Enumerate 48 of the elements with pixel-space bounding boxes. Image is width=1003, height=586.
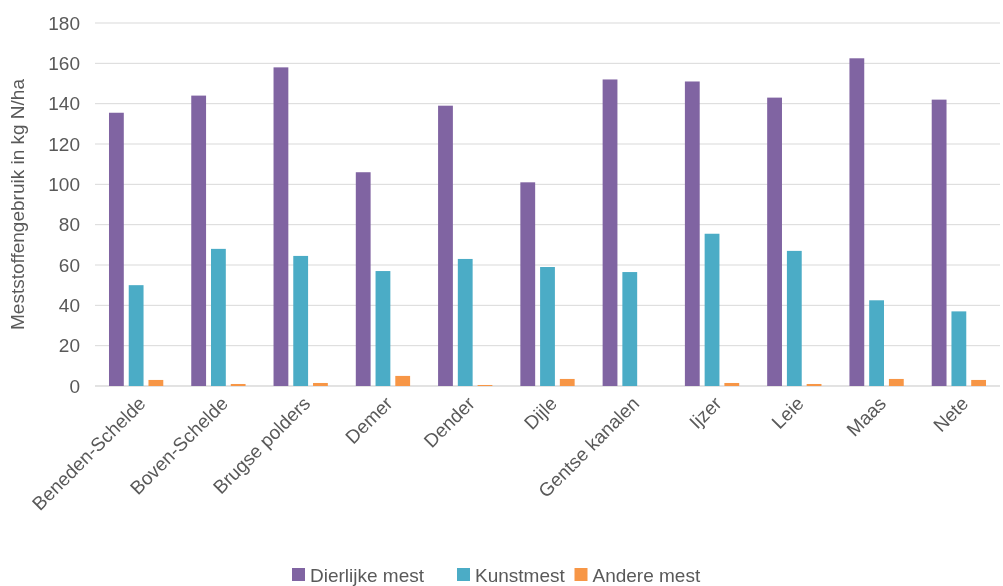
bar: [211, 248, 226, 386]
bar: [540, 267, 555, 386]
y-tick-label: 120: [48, 133, 80, 155]
legend-label: Kunstmest: [475, 564, 566, 586]
bar: [148, 379, 164, 386]
bar: [230, 383, 246, 386]
x-tick-label: Dijle: [520, 392, 562, 434]
bar: [128, 285, 144, 386]
bar: [806, 383, 822, 386]
x-tick-label: Leie: [767, 392, 808, 433]
y-tick-label: 20: [58, 335, 80, 357]
bar: [520, 182, 536, 386]
bar: [786, 250, 802, 386]
bar: [951, 311, 967, 386]
legend-label: Andere mest: [592, 564, 701, 586]
y-tick-label: 180: [48, 12, 80, 34]
bar: [704, 233, 720, 386]
bar: [438, 105, 453, 386]
y-tick-label: 160: [48, 52, 80, 74]
y-tick-label: 140: [48, 93, 80, 115]
y-tick-label: 80: [58, 214, 80, 236]
x-tick-label: Ijzer: [685, 392, 727, 433]
y-axis-title: Meststoffengebruik in kg N/ha: [7, 78, 28, 331]
bar: [313, 382, 328, 386]
bar: [971, 379, 987, 386]
bar: [724, 382, 740, 386]
bar: [191, 95, 207, 386]
bar: [684, 81, 700, 386]
bar: [767, 97, 782, 386]
bar: [602, 79, 618, 386]
bar: [622, 272, 638, 386]
bar: [395, 375, 411, 386]
bar: [108, 112, 124, 386]
y-tick-label: 0: [69, 375, 80, 397]
legend-label: Dierlijke mest: [310, 564, 425, 586]
bar: [931, 99, 947, 386]
bar: [869, 300, 884, 386]
bar: [849, 58, 865, 386]
bar: [559, 378, 575, 386]
bar: [375, 271, 391, 386]
bar: [457, 258, 473, 386]
bar: [888, 378, 904, 386]
y-tick-label: 40: [58, 294, 80, 316]
bar: [273, 67, 289, 386]
bar: [355, 172, 371, 386]
y-tick-label: 60: [58, 254, 80, 276]
bar: [293, 255, 309, 386]
y-tick-label: 100: [48, 173, 80, 195]
